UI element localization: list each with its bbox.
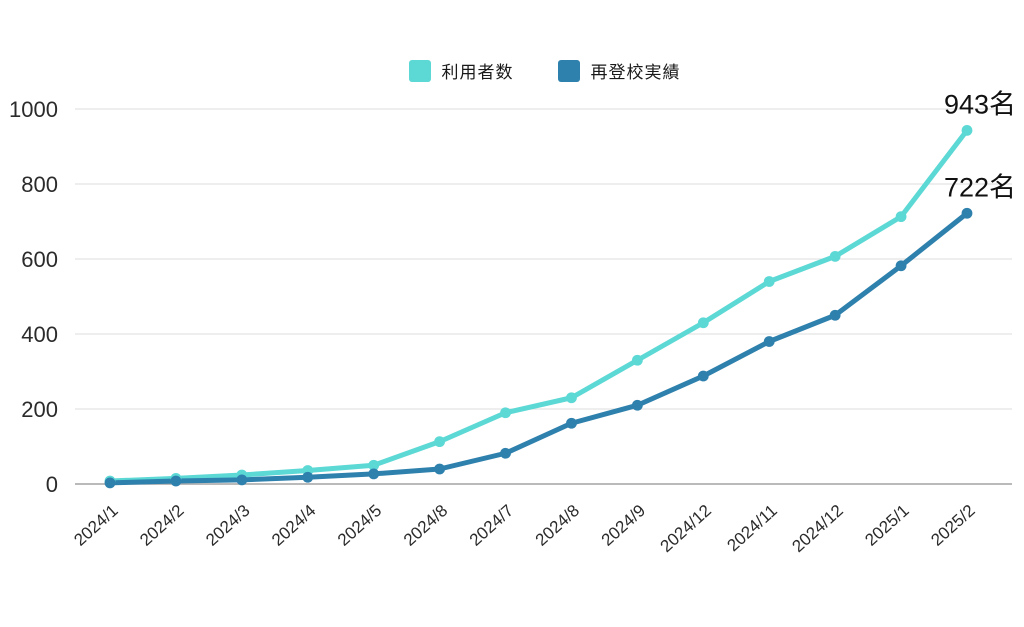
data-point-s0-5 — [434, 436, 446, 448]
y-tick-label-200: 200 — [21, 397, 58, 422]
y-tick-label-400: 400 — [21, 322, 58, 347]
x-tick-label-2: 2024/3 — [202, 501, 253, 550]
legend-swatch-users — [408, 59, 431, 82]
data-point-s1-10 — [763, 336, 775, 347]
data-point-s0-7 — [566, 392, 577, 404]
data-point-s1-12 — [895, 260, 907, 272]
data-point-s0-6 — [500, 407, 511, 419]
legend-item-reattendance[interactable]: 再登校実績 — [557, 58, 681, 83]
y-tick-label-0: 0 — [46, 472, 58, 497]
data-point-s1-2 — [236, 474, 248, 486]
x-tick-label-3: 2024/4 — [268, 501, 319, 550]
x-tick-label-13: 2025/2 — [927, 501, 978, 550]
data-point-s0-4 — [368, 459, 380, 471]
annotation-1: 722名 — [944, 172, 1016, 202]
y-tick-label-800: 800 — [21, 172, 58, 197]
data-point-s1-0 — [104, 477, 116, 489]
x-tick-label-9: 2024/12 — [657, 501, 715, 556]
x-tick-label-11: 2024/12 — [788, 501, 846, 556]
y-tick-label-1000: 1000 — [9, 97, 58, 122]
x-tick-label-5: 2024/8 — [400, 501, 451, 550]
data-point-s0-9 — [697, 317, 709, 329]
legend-label-users: 利用者数 — [441, 63, 514, 82]
legend-swatch-reattendance — [557, 59, 580, 82]
data-point-s0-12 — [895, 211, 907, 223]
data-point-s0-11 — [829, 250, 841, 262]
series-line-1 — [107, 210, 970, 486]
x-tick-label-12: 2025/1 — [861, 501, 912, 550]
series-line-0 — [107, 127, 970, 484]
data-point-s1-5 — [434, 463, 446, 475]
x-tick-label-7: 2024/8 — [532, 501, 583, 550]
data-point-s1-8 — [631, 399, 643, 411]
x-tick-label-6: 2024/7 — [466, 501, 517, 550]
data-point-s0-13 — [961, 124, 973, 136]
x-tick-label-4: 2024/5 — [334, 501, 385, 550]
x-tick-label-1: 2024/2 — [136, 501, 187, 550]
x-tick-label-0: 2024/1 — [70, 501, 121, 550]
data-point-s1-6 — [500, 447, 511, 459]
x-tick-label-10: 2024/11 — [723, 501, 780, 555]
data-point-s1-7 — [566, 417, 577, 429]
data-point-s1-1 — [170, 475, 182, 487]
data-point-s1-11 — [829, 309, 841, 321]
x-tick-label-8: 2024/9 — [598, 501, 649, 550]
data-point-s1-9 — [697, 370, 709, 382]
legend-label-reattendance: 再登校実績 — [590, 63, 681, 82]
annotation-0: 943名 — [944, 89, 1016, 119]
data-point-s0-8 — [631, 354, 643, 366]
legend-item-users[interactable]: 利用者数 — [408, 58, 514, 83]
data-point-s1-3 — [302, 471, 314, 483]
data-point-s1-4 — [368, 468, 380, 480]
y-tick-label-600: 600 — [21, 247, 58, 272]
data-point-s0-10 — [763, 276, 775, 287]
chart-legend: 利用者数 再登校実績 — [75, 58, 1014, 83]
data-point-s1-13 — [961, 207, 973, 219]
